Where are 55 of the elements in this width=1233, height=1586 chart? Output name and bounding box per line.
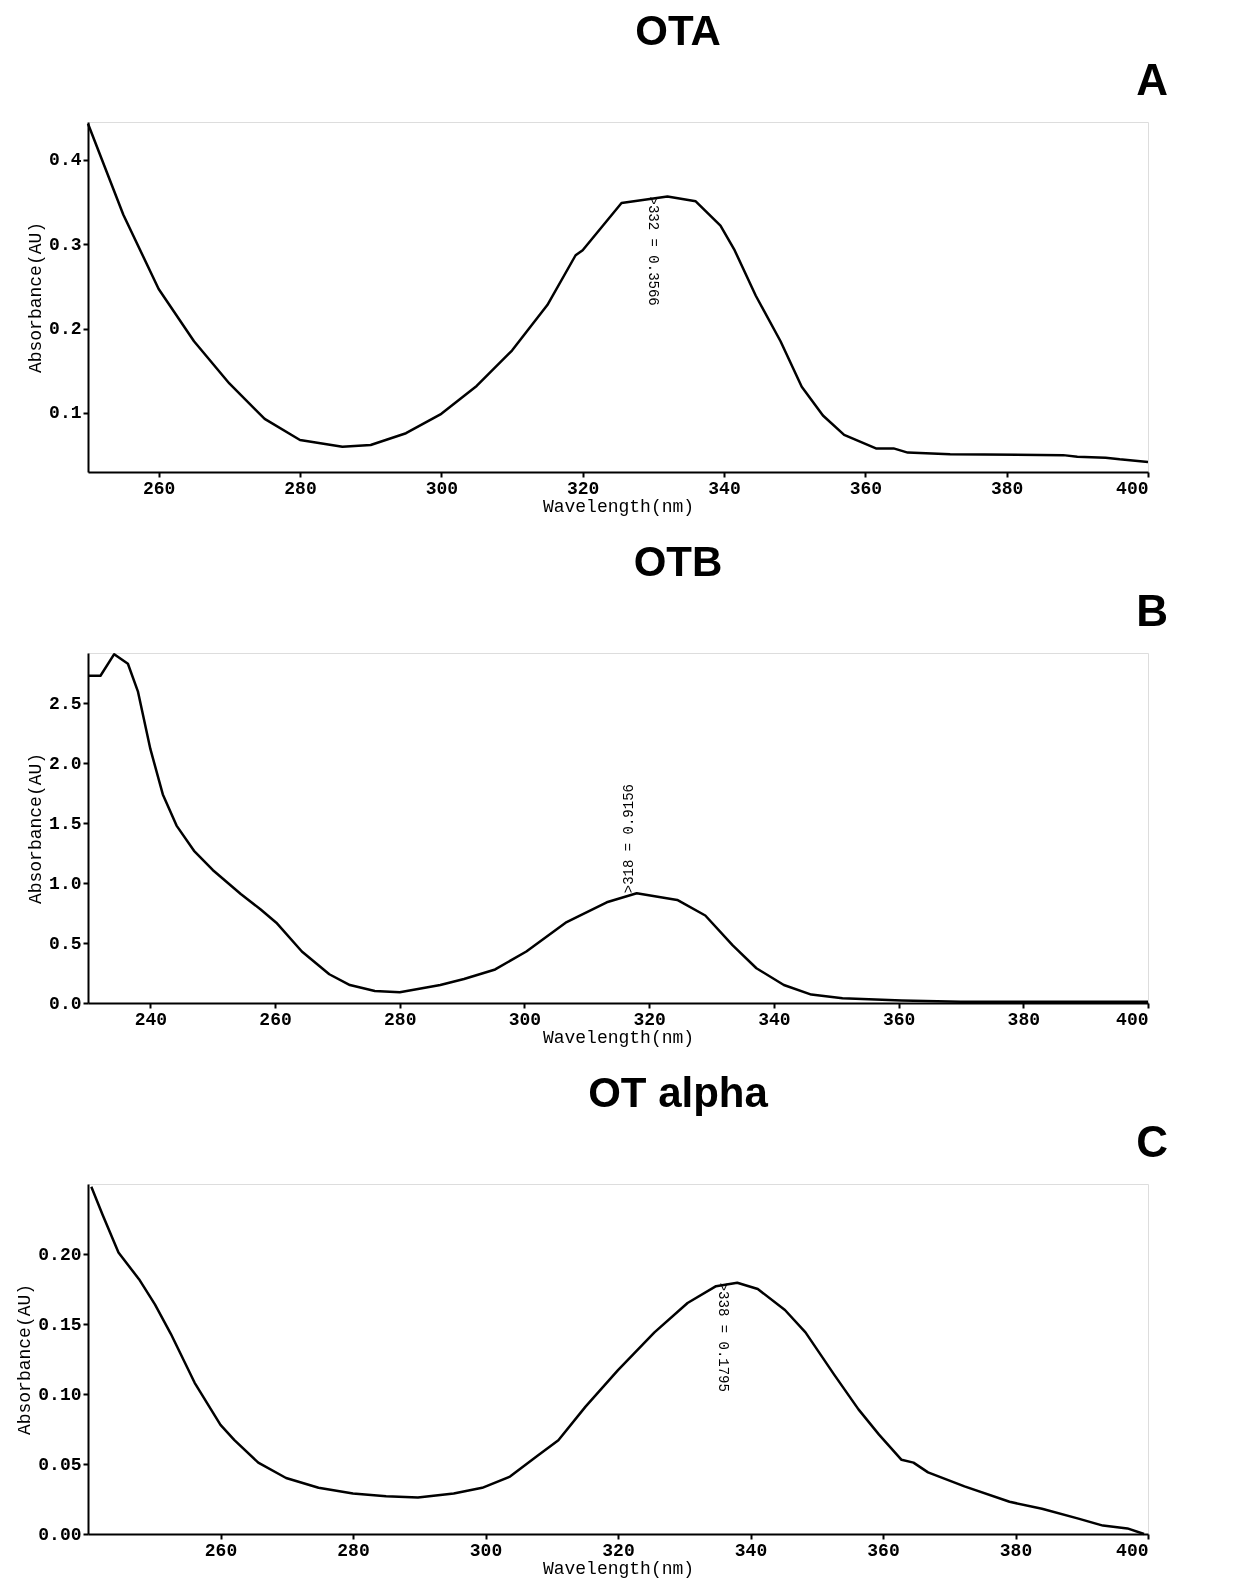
y-tick-label: 0.1 [49,403,82,424]
x-tick-label: 300 [469,1540,503,1561]
y-axis-title: Absorbance(AU) [26,752,47,905]
x-tick-label: 340 [734,1540,768,1561]
x-tick-label: 360 [849,478,883,499]
x-axis-title: Wavelength(nm) [542,1027,695,1048]
x-tick-label: 380 [1007,1009,1040,1030]
x-tick-label: 300 [425,478,459,499]
x-axis-title: Wavelength(nm) [542,1558,695,1579]
y-tick-label: 0.20 [38,1244,82,1265]
text: B [1136,586,1168,635]
y-tick-label: 2.0 [49,753,82,774]
y-tick-label: 0.3 [49,234,82,255]
y-tick-label: 0.2 [49,319,82,340]
x-tick-label: 360 [882,1009,916,1030]
y-tick-label: 0.00 [38,1524,82,1545]
chart-title: OTB [633,538,723,585]
x-tick-label: 260 [142,478,176,499]
x-tick-label: 240 [134,1009,168,1030]
x-tick-label: 280 [384,1009,417,1030]
y-tick-label: 0.05 [38,1454,82,1475]
y-axis-title: Absorbance(AU) [26,221,47,374]
x-tick-label: 260 [259,1009,292,1030]
x-tick-label: 360 [867,1540,900,1561]
text: A [1136,55,1168,104]
y-tick-label: 1.5 [49,813,82,834]
x-tick-label: 400 [1116,1009,1149,1030]
y-tick-label: 0.5 [49,933,82,954]
chart-title: OTA [635,7,721,54]
x-tick-label: 320 [566,478,600,499]
x-tick-label: 340 [708,478,741,499]
x-tick-label: 300 [508,1009,542,1030]
chart-title: OT alpha [588,1069,769,1116]
y-tick-label: 0.15 [38,1314,82,1335]
x-tick-label: 280 [337,1540,370,1561]
x-tick-label: 380 [990,478,1024,499]
annotation: >338 = 0.1795 [715,1282,732,1392]
annotation: >318 = 0.9156 [620,784,637,894]
y-tick-label: 0.0 [49,993,82,1014]
x-tick-label: 320 [633,1009,666,1030]
x-tick-label: 400 [1116,1540,1149,1561]
y-tick-label: 1.0 [49,873,82,894]
x-tick-label: 320 [602,1540,635,1561]
y-axis-title: Absorbance(AU) [15,1283,36,1436]
x-tick-label: 380 [999,1540,1033,1561]
annotation: >332 = 0.3566 [645,196,662,306]
text: C [1136,1117,1168,1166]
x-tick-label: 400 [1116,478,1149,499]
x-tick-label: 260 [204,1540,238,1561]
y-tick-label: 0.10 [38,1384,82,1405]
y-tick-label: 0.4 [49,150,82,171]
x-axis-title: Wavelength(nm) [542,496,695,517]
x-tick-label: 340 [758,1009,791,1030]
x-tick-label: 280 [284,478,317,499]
y-tick-label: 2.5 [49,693,82,714]
